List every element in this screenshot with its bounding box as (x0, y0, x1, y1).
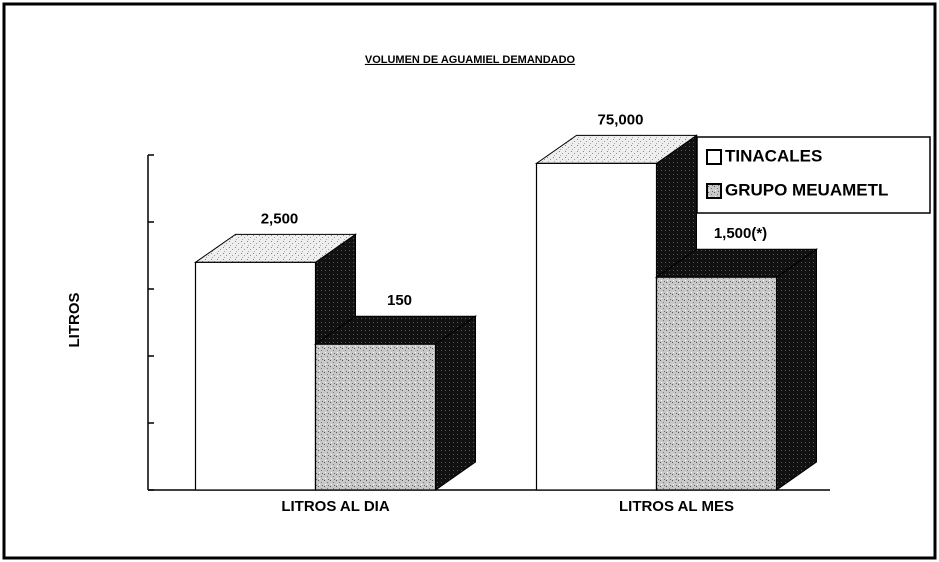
bar-side (776, 248, 817, 491)
legend (696, 136, 931, 214)
bar (655, 276, 778, 491)
data-label: 2,500 (261, 210, 299, 227)
bar (194, 261, 317, 491)
legend-swatch (706, 183, 722, 199)
legend-label: TINACALES (725, 146, 822, 165)
legend-swatch (706, 149, 722, 165)
x-tick-label: LITROS AL MES (619, 498, 734, 515)
y-axis-label: LITROS (66, 293, 83, 348)
data-label: 150 (387, 292, 412, 309)
data-label: 1,500(*) (714, 225, 767, 242)
bar (314, 343, 437, 491)
data-label: 75,000 (598, 111, 644, 128)
bar-side (435, 315, 476, 491)
bar (535, 162, 658, 491)
x-tick-label: LITROS AL DIA (281, 498, 390, 515)
legend-label: GRUPO MEUAMETL (725, 180, 888, 199)
chart-title: VOLUMEN DE AGUAMIEL DEMANDADO (365, 54, 576, 66)
